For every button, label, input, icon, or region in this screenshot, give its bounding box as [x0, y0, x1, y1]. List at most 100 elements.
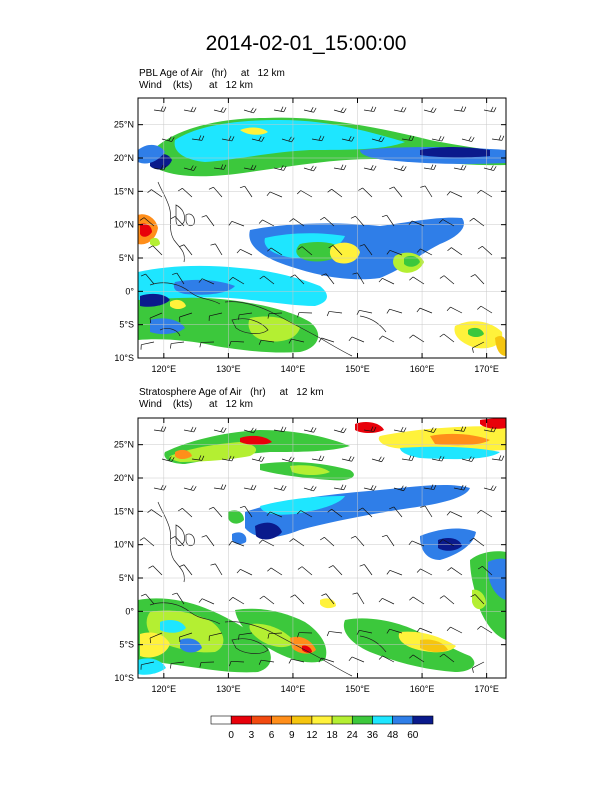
colorbar-swatch	[331, 715, 353, 725]
colorbar-swatch	[210, 715, 232, 725]
colorbar-label: 60	[407, 730, 419, 741]
wind-barb-feather	[327, 508, 332, 513]
wind-barb-feather	[340, 484, 344, 490]
wind-barb-feather	[283, 107, 287, 112]
wind-barb-feather	[411, 455, 415, 461]
wind-barb-feather	[190, 106, 194, 112]
wind-barb-feather	[468, 136, 472, 141]
panel1-region-north-yellow	[240, 127, 268, 135]
figure-title: 2014-02-01_15:00:00	[205, 32, 407, 55]
wind-barb	[453, 109, 464, 112]
wind-barb	[483, 429, 494, 433]
wind-barb	[239, 632, 253, 636]
wind-barb-feather	[289, 218, 294, 222]
wind-barb	[321, 337, 335, 343]
panel1-title-line1: PBL Age of Air (hr) at 12 km	[139, 68, 285, 79]
panel1-region-se-green	[468, 327, 484, 337]
panel2-region-eastern-navy	[438, 538, 462, 551]
wind-barb	[461, 458, 472, 462]
panel2-region-south-red	[302, 645, 312, 653]
panel2-frame	[137, 417, 507, 679]
wind-barb-feather	[140, 593, 146, 597]
wind-barb-feather	[283, 427, 287, 432]
wind-barb	[231, 221, 245, 227]
wind-barb	[333, 487, 344, 491]
wind-barb-feather	[408, 135, 412, 141]
wind-barb	[301, 566, 313, 576]
colorbar-label: 36	[367, 730, 379, 741]
wind-barb-feather	[250, 484, 254, 490]
panel1-gridlines	[138, 98, 506, 358]
colorbar-swatch	[291, 715, 313, 725]
panel2-region-central-green	[228, 510, 244, 524]
wind-barb-feather	[267, 313, 270, 319]
wind-barb-feather	[386, 570, 391, 575]
wind-barb	[273, 487, 284, 491]
y-tick-label: 5°N	[119, 573, 134, 583]
wind-barb-feather	[297, 312, 300, 318]
wind-barb-feather	[190, 426, 194, 432]
wind-barb-feather	[179, 244, 185, 247]
wind-barb-feather	[400, 165, 404, 171]
wind-barb	[359, 309, 373, 314]
colorbar-label: 24	[347, 730, 359, 741]
y-tick-label: 15°N	[114, 186, 134, 196]
wind-barb-feather	[378, 655, 383, 660]
wind-barb	[145, 273, 155, 285]
wind-barb-feather	[463, 426, 467, 432]
y-tick-label: 5°S	[119, 640, 134, 650]
wind-barb-feather	[280, 426, 284, 432]
wind-barb	[303, 109, 314, 113]
wind-barb-feather	[139, 217, 145, 221]
wind-barb	[183, 109, 194, 113]
wind-barb	[332, 245, 343, 256]
wind-barb	[450, 511, 463, 518]
wind-barb	[153, 167, 164, 171]
wind-barb-feather	[326, 311, 330, 317]
panel2-region-north-lime	[169, 442, 257, 462]
wind-barb-feather	[163, 165, 167, 171]
wind-barb-feather	[253, 165, 257, 171]
wind-barb-feather	[253, 485, 257, 491]
wind-barb-feather	[326, 631, 330, 637]
wind-barb	[281, 458, 292, 463]
wind-barb-feather	[228, 221, 233, 226]
wind-barb	[143, 537, 155, 547]
wind-barb-feather	[430, 164, 434, 170]
wind-barb-feather	[490, 485, 494, 490]
wind-barb-feather	[231, 136, 235, 142]
wind-barb-feather	[493, 427, 497, 433]
wind-barb-feather	[356, 310, 360, 315]
panel2-title-line2: Wind (kts) at 12 km	[139, 399, 253, 410]
wind-barb	[423, 429, 434, 433]
wind-barb	[482, 566, 493, 576]
wind-barb-feather	[477, 246, 483, 250]
y-tick-label: 0°	[125, 286, 134, 296]
wind-barb-feather	[373, 106, 377, 112]
wind-barb-feather	[171, 137, 175, 142]
wind-barb	[183, 429, 194, 433]
y-tick-label: 25°N	[114, 440, 134, 450]
wind-barb	[215, 243, 223, 256]
wind-barb-feather	[439, 653, 444, 658]
wind-barb	[393, 186, 403, 198]
wind-barb	[143, 217, 155, 227]
panel2-region-central-blue2	[232, 532, 247, 545]
wind-barb-feather	[193, 486, 197, 491]
wind-barb-feather	[228, 597, 234, 601]
wind-barb	[333, 429, 344, 434]
wind-barb-feather	[190, 165, 194, 170]
wind-barb-feather	[258, 219, 263, 224]
colorbar-swatch	[351, 715, 373, 725]
wind-barb-feather	[420, 185, 426, 188]
wind-barb	[153, 109, 164, 112]
wind-barb	[483, 487, 494, 491]
panel2-region-ne-orange	[430, 433, 490, 446]
wind-barb	[401, 138, 412, 141]
wind-barb	[351, 336, 365, 343]
colorbar-swatch	[311, 715, 333, 725]
panel2-axes: 120°E 130°E 140°E 150°E 160°E 170°E 25°N 20°N 15…	[114, 418, 506, 694]
wind-barb-feather	[147, 189, 152, 193]
wind-barb-feather	[409, 334, 414, 339]
wind-barb	[424, 505, 433, 518]
